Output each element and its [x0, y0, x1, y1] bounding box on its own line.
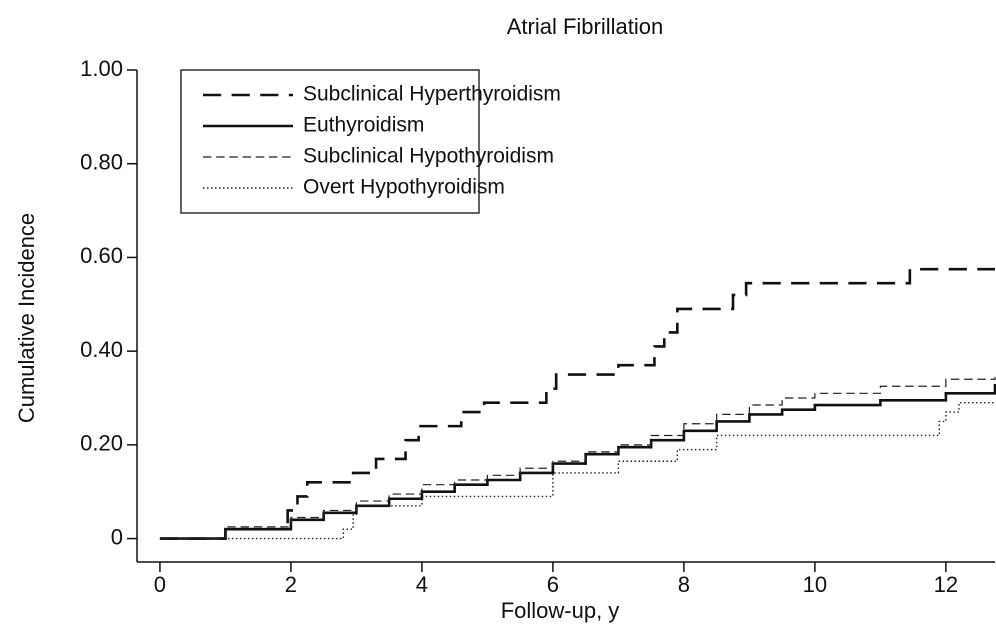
- x-tick-label: 12: [934, 572, 958, 597]
- series-line: [159, 376, 996, 540]
- legend-label: Subclinical Hypothyroidism: [303, 145, 554, 168]
- y-tick-label: 0: [111, 524, 123, 549]
- x-tick-label: 8: [678, 572, 690, 597]
- y-axis-label: Cumulative Incidence: [14, 213, 39, 423]
- y-tick-label: 0.60: [80, 243, 123, 268]
- legend-label: Subclinical Hyperthyroidism: [303, 83, 561, 106]
- y-tick-label: 0.40: [80, 337, 123, 362]
- x-tick-label: 0: [154, 572, 166, 597]
- x-axis-label: Follow-up, y: [501, 598, 620, 623]
- series-line: [159, 267, 995, 540]
- legend-label: Overt Hypothyroidism: [303, 176, 505, 199]
- x-tick-label: 2: [285, 572, 297, 597]
- legend-label: Euthyroidism: [303, 114, 424, 137]
- y-tick-label: 0.80: [80, 150, 123, 175]
- x-tick-label: 4: [416, 572, 428, 597]
- y-tick-label: 1.00: [80, 56, 123, 81]
- x-tick-label: 10: [803, 572, 827, 597]
- legend-box: [180, 69, 480, 214]
- series-line: [159, 401, 995, 540]
- x-tick-label: 6: [547, 572, 559, 597]
- series-line: [159, 383, 996, 540]
- y-tick-label: 0.20: [80, 431, 123, 456]
- chart-title: Atrial Fibrillation: [507, 14, 664, 39]
